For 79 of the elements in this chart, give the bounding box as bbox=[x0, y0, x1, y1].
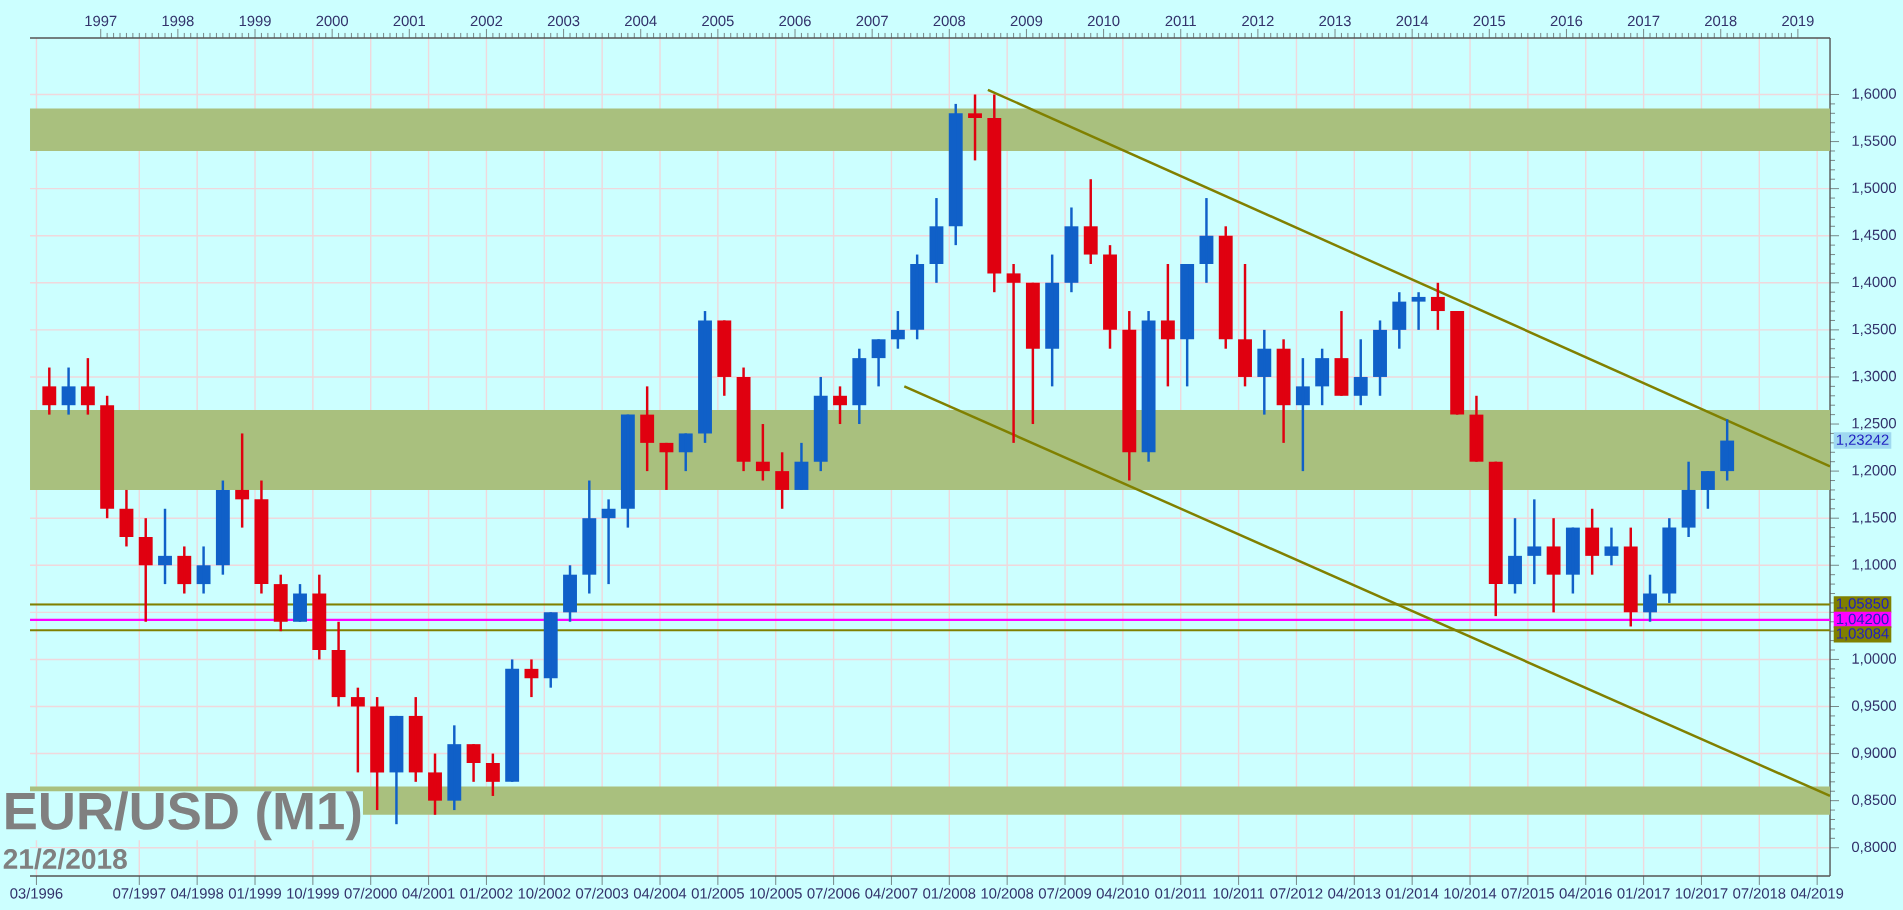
x-tick-label: 10/2014 bbox=[1444, 887, 1497, 899]
x-tick-label: 10/2005 bbox=[750, 887, 802, 899]
x2-tick-label: 2009 bbox=[1010, 15, 1043, 27]
ref-line-label: 1,04200 bbox=[1836, 613, 1889, 626]
x2-tick-label: 2000 bbox=[316, 15, 349, 27]
x-tick-label: 04/2004 bbox=[633, 887, 687, 899]
x-tick-label: 01/2008 bbox=[923, 887, 976, 899]
x-tick-label: 04/2019 bbox=[1791, 887, 1844, 899]
x-tick-label: 01/1999 bbox=[228, 887, 281, 899]
ref-line-label: 1,05850 bbox=[1836, 598, 1889, 611]
x2-tick-label: 2015 bbox=[1473, 15, 1506, 27]
y-tick-label: 0,9500 bbox=[1851, 700, 1897, 713]
x-tick-label: 04/2001 bbox=[402, 887, 455, 899]
x2-tick-label: 2013 bbox=[1319, 15, 1351, 27]
x2-tick-label: 2004 bbox=[625, 15, 657, 27]
x-tick-label: 10/2011 bbox=[1213, 887, 1265, 899]
x2-tick-label: 2006 bbox=[779, 15, 811, 27]
x2-tick-label: 2016 bbox=[1550, 15, 1583, 27]
x2-tick-label: 2003 bbox=[547, 15, 580, 27]
x-tick-label: 07/2006 bbox=[807, 887, 860, 899]
x-tick-label: 01/2017 bbox=[1617, 887, 1670, 899]
x2-tick-label: 2017 bbox=[1627, 15, 1660, 27]
x-tick-label: 01/2005 bbox=[691, 887, 744, 899]
y-tick-label: 1,1500 bbox=[1852, 512, 1897, 525]
x2-tick-label: 1997 bbox=[85, 15, 117, 27]
x-tick-label: 03/1996 bbox=[10, 887, 63, 899]
text: 1,23242 bbox=[1836, 434, 1889, 447]
x2-tick-label: 2008 bbox=[933, 15, 966, 27]
x2-tick-label: 2001 bbox=[393, 15, 425, 27]
x2-tick-label: 1998 bbox=[162, 15, 194, 27]
x-tick-label: 04/2013 bbox=[1328, 887, 1381, 899]
x-tick-label: 04/2010 bbox=[1096, 887, 1149, 899]
text: 21/2/2018 bbox=[3, 848, 127, 870]
text: EUR/USD (M1) bbox=[6, 791, 361, 841]
y-tick-label: 1,5500 bbox=[1852, 135, 1897, 148]
x2-tick-label: 2002 bbox=[470, 15, 503, 27]
x-tick-label: 07/2003 bbox=[576, 887, 629, 899]
y-tick-label: 1,4500 bbox=[1852, 229, 1897, 242]
x2-tick-label: 2007 bbox=[856, 15, 888, 27]
y-tick-label: 0,8000 bbox=[1851, 841, 1897, 854]
y-tick-label: 1,2000 bbox=[1852, 465, 1897, 478]
y-tick-label: 1,6000 bbox=[1852, 88, 1897, 101]
candlestick bbox=[968, 93, 982, 162]
x-tick-label: 07/1997 bbox=[113, 887, 166, 899]
x2-tick-label: 2018 bbox=[1705, 15, 1737, 27]
candlestick bbox=[1450, 309, 1465, 416]
x-tick-label: 04/2016 bbox=[1559, 887, 1612, 899]
x2-tick-label: 1999 bbox=[239, 15, 271, 27]
y-tick-label: 1,5000 bbox=[1852, 182, 1897, 195]
y-tick-label: 1,1000 bbox=[1852, 559, 1897, 572]
x2-tick-label: 2011 bbox=[1165, 15, 1196, 27]
x-tick-label: 07/2015 bbox=[1501, 887, 1554, 899]
x-tick-label: 07/2012 bbox=[1270, 887, 1323, 899]
x-tick-label: 10/2017 bbox=[1675, 887, 1728, 899]
y-tick-label: 1,3000 bbox=[1852, 370, 1897, 384]
x-tick-label: 10/1999 bbox=[287, 887, 339, 899]
ref-line-label: 1,03084 bbox=[1836, 628, 1889, 641]
x-tick-label: 01/2002 bbox=[460, 887, 513, 899]
y-tick-label: 1,4000 bbox=[1852, 276, 1897, 289]
y-tick-label: 1,2500 bbox=[1852, 417, 1897, 431]
x-tick-label: 07/2000 bbox=[344, 887, 397, 899]
y-tick-label: 1,0000 bbox=[1852, 653, 1897, 666]
x-tick-label: 07/2009 bbox=[1038, 887, 1091, 899]
x-tick-label: 01/2014 bbox=[1386, 887, 1439, 899]
candlestick bbox=[350, 686, 365, 774]
x-tick-label: 01/2011 bbox=[1155, 887, 1207, 899]
y-tick-label: 0,8500 bbox=[1851, 794, 1897, 807]
y-tick-label: 0,9000 bbox=[1851, 747, 1897, 760]
x-tick-label: 04/2007 bbox=[865, 887, 918, 899]
x-tick-label: 10/2002 bbox=[518, 887, 571, 899]
x-tick-label: 04/1998 bbox=[171, 887, 224, 899]
x2-tick-label: 2010 bbox=[1087, 15, 1120, 27]
x2-tick-label: 2012 bbox=[1242, 15, 1274, 27]
x-tick-label: 07/2018 bbox=[1733, 887, 1786, 899]
x2-tick-label: 2014 bbox=[1396, 15, 1429, 27]
x2-tick-label: 2019 bbox=[1782, 15, 1814, 27]
x-tick-label: 10/2008 bbox=[981, 887, 1034, 899]
y-tick-label: 1,3500 bbox=[1852, 323, 1897, 336]
x2-tick-label: 2005 bbox=[702, 15, 734, 27]
